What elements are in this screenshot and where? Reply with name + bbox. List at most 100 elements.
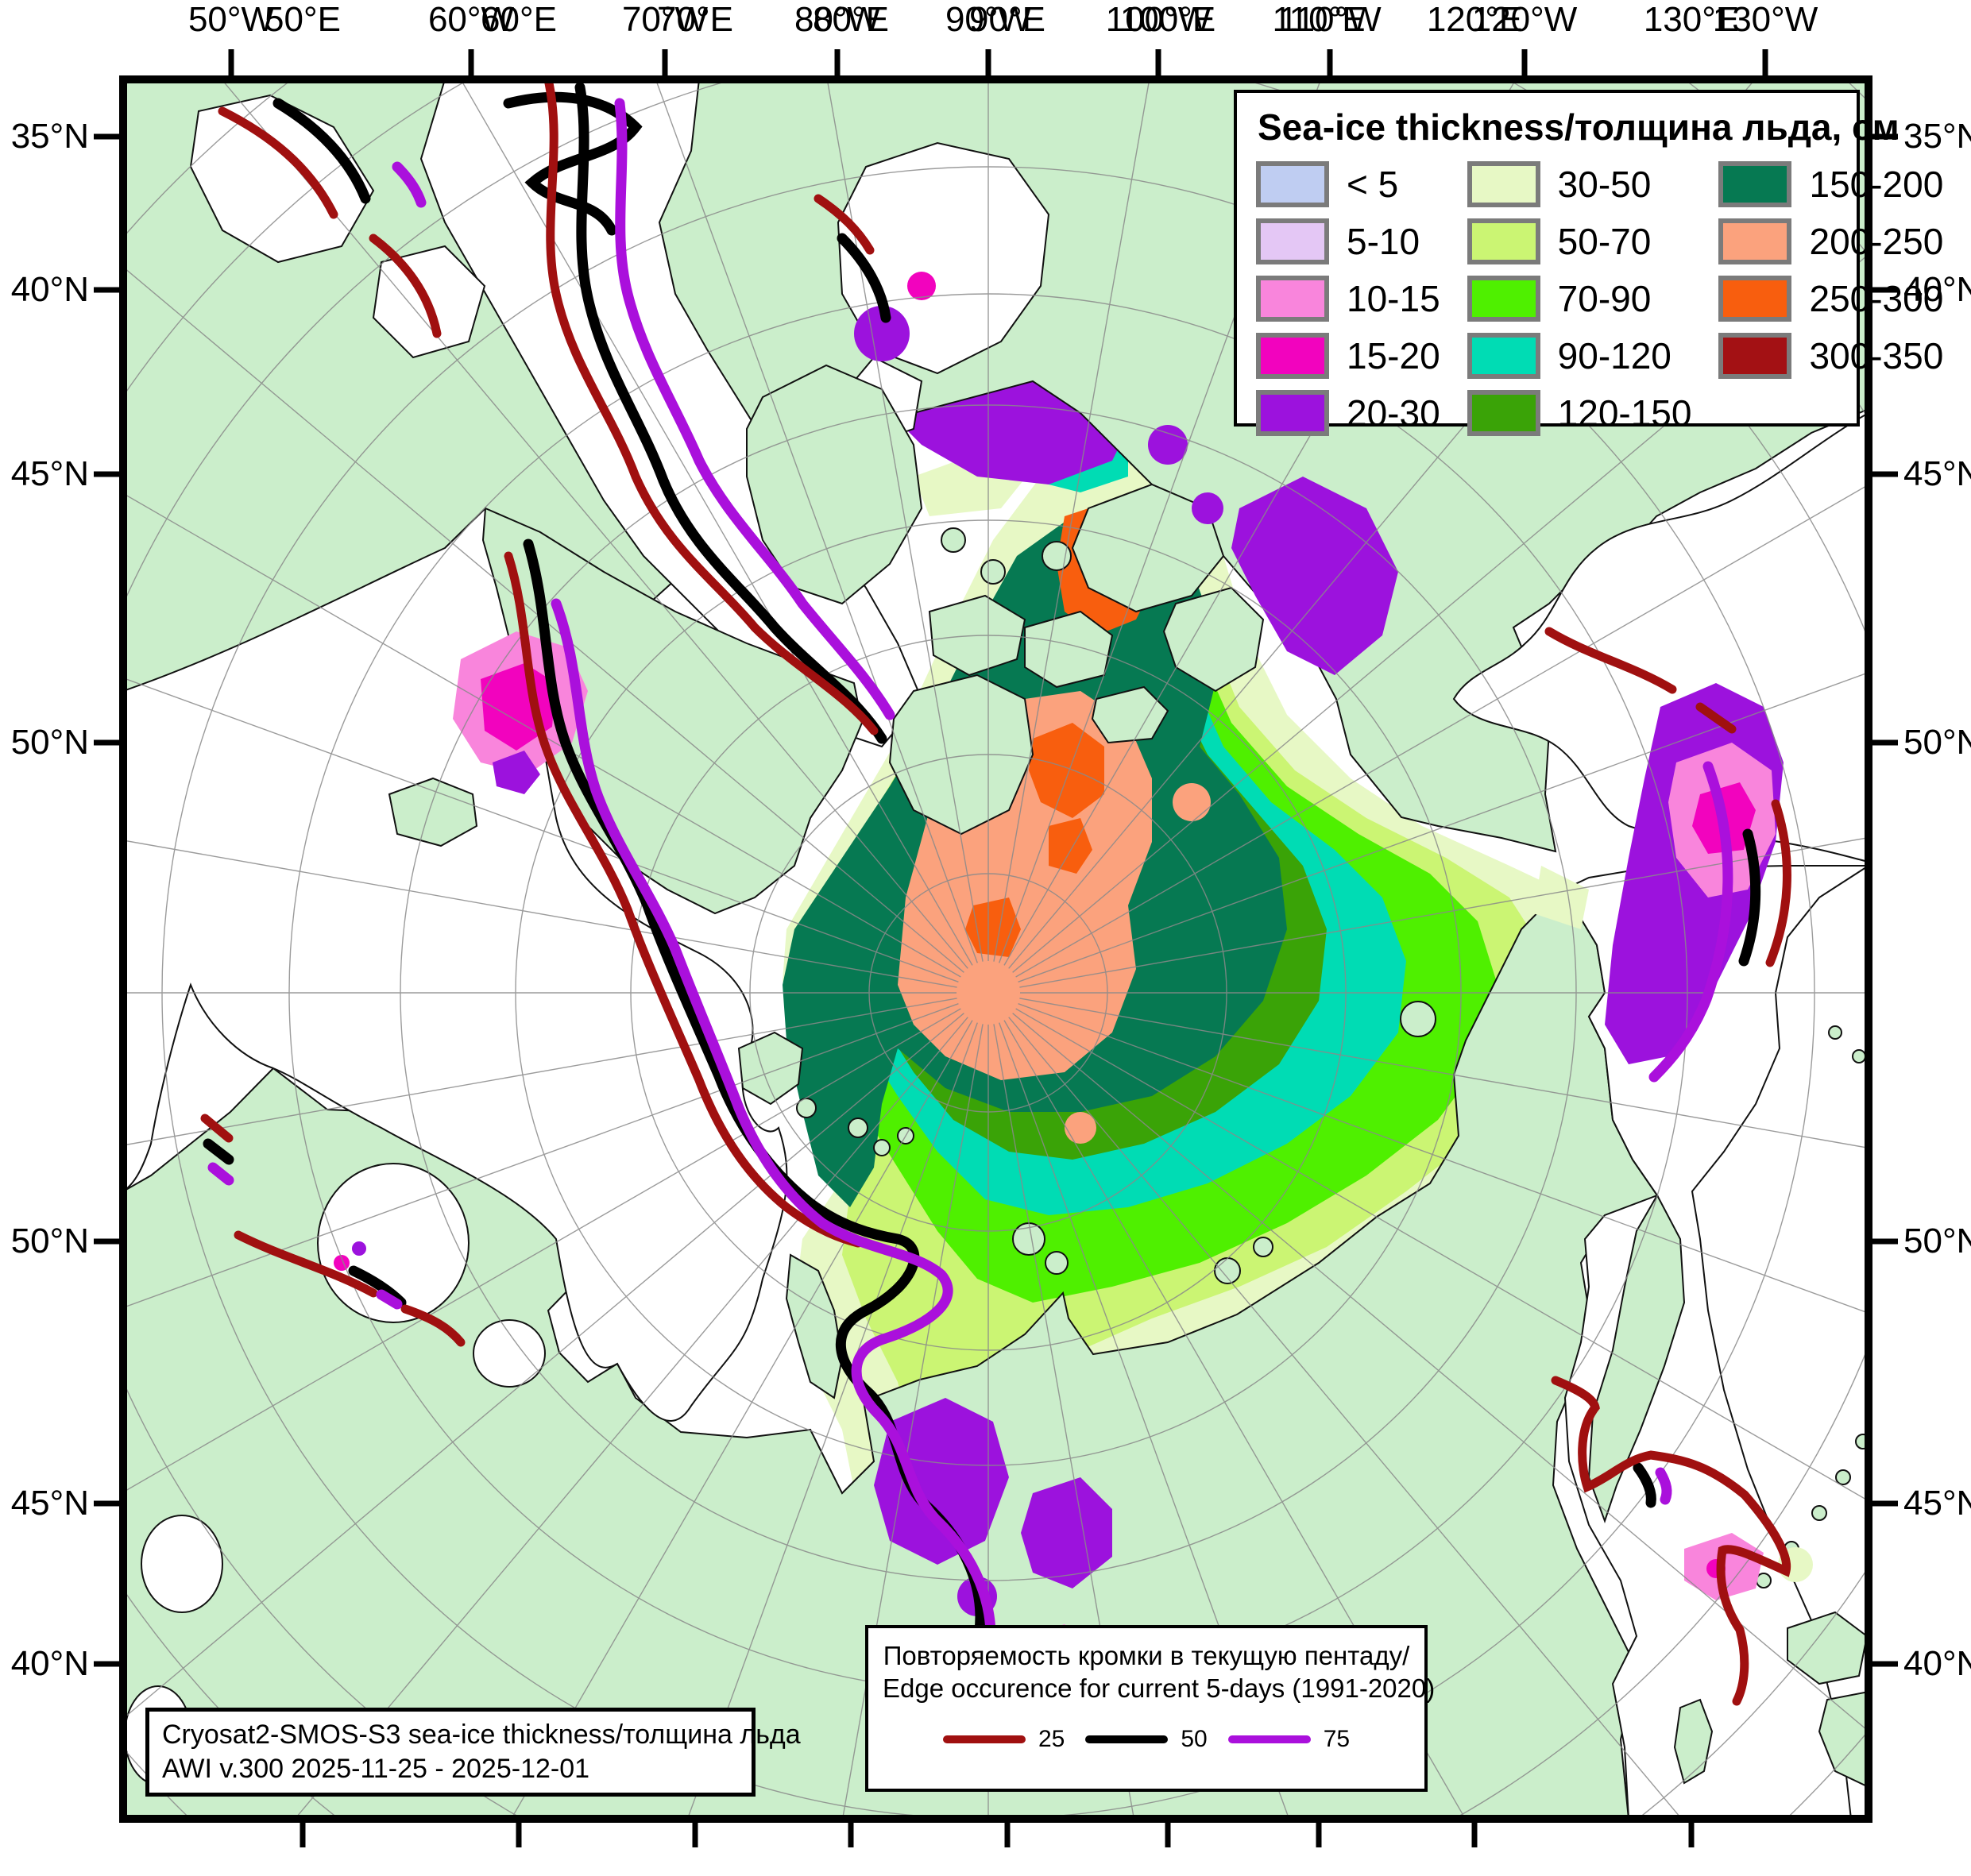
legend-item: 90-120 xyxy=(1467,333,1692,379)
meridian-line xyxy=(123,1013,964,1720)
new-siberian-islands xyxy=(1214,1257,1241,1284)
meridian-line xyxy=(1012,1013,1869,1732)
legend-item-label: 5-10 xyxy=(1347,221,1420,262)
ice-20-30-foxe xyxy=(854,306,910,361)
meridian-line xyxy=(993,79,1150,962)
legend-swatch xyxy=(1256,218,1329,264)
axis-tick-label: 50°W xyxy=(187,0,275,39)
axis-tick-label: 60°E xyxy=(481,0,557,39)
meridian-line xyxy=(123,266,964,973)
axis-tick-label: 40°N xyxy=(10,270,89,309)
meridian-line xyxy=(123,677,959,982)
legend-item: 30-50 xyxy=(1467,161,1692,207)
ice-200-250-patch xyxy=(1173,783,1211,821)
axis-tick-label: 70°W xyxy=(621,0,709,39)
legend-item-label: 20-30 xyxy=(1347,392,1440,434)
legend-item-label: 150-200 xyxy=(1809,164,1944,205)
axis-tick-label: 45°N xyxy=(10,1484,89,1523)
axis-tick-label: 80°W xyxy=(794,0,881,39)
novaya-zemlya xyxy=(785,1253,844,1399)
legend-item: 20-30 xyxy=(1256,390,1440,436)
ice-20-30-channel xyxy=(1192,492,1223,524)
meridian-line xyxy=(841,1024,984,1819)
baffin-island xyxy=(746,364,923,605)
axis-tick-label: 50°E xyxy=(265,0,341,39)
axis-tick-label: 35°N xyxy=(10,117,89,156)
meridian-line xyxy=(1003,1020,1467,1819)
ice-20-30-denmark-strait xyxy=(493,751,540,794)
meridian-line xyxy=(999,79,1322,963)
edge-legend-title-ru: Повторяемость кромки в текущую пентаду/ xyxy=(883,1641,1410,1670)
product-version-dates: AWI v.300 2025-11-25 - 2025-12-01 xyxy=(162,1754,590,1784)
legend-swatch xyxy=(1256,333,1329,379)
ice-200-250-patch xyxy=(1065,1112,1096,1144)
axis-tick-label: 60°W xyxy=(427,0,515,39)
ice-30-50-bering-strait xyxy=(1533,866,1589,929)
legend-item-label: 300-350 xyxy=(1809,335,1944,376)
product-info-box: Cryosat2-SMOS-S3 sea-ice thickness/толщи… xyxy=(145,1708,801,1797)
meridian-line xyxy=(510,1020,973,1819)
edge-sample-value: 75 xyxy=(1323,1725,1351,1752)
axis-tick-label: 35°N xyxy=(1903,117,1971,156)
legend-swatch xyxy=(1718,161,1792,207)
contour-25 xyxy=(200,79,1791,1706)
legend-item: 150-200 xyxy=(1718,161,1943,207)
legend-swatch xyxy=(1467,333,1540,379)
franz-josef-land xyxy=(848,1117,868,1138)
meridian-line xyxy=(123,998,957,1146)
kuril-island xyxy=(1756,1573,1772,1588)
edge-sample: 50 xyxy=(1085,1725,1208,1753)
legend-item-label: 30-50 xyxy=(1557,164,1652,205)
arctic-island xyxy=(980,559,1006,585)
axis-tick-label: 100°E xyxy=(1119,0,1216,39)
axis-tick-label: 90°E xyxy=(969,0,1045,39)
legend-item-label: < 5 xyxy=(1347,164,1399,205)
ice-20-30-kara xyxy=(1021,1477,1112,1588)
ocean-north-atlantic xyxy=(123,507,788,1422)
edge-occurrence-legend: Повторяемость кромки в текущую пентаду/ … xyxy=(865,1625,1435,1792)
arctic-island xyxy=(941,527,966,553)
legend-item-label: 120-150 xyxy=(1557,392,1692,434)
axis-tick-label: 50°N xyxy=(1903,1222,1971,1260)
ice-20-30-kara xyxy=(874,1398,1009,1565)
map-frame xyxy=(119,75,1872,1823)
meridian-line xyxy=(1012,253,1869,973)
kuril-island xyxy=(1811,1505,1827,1521)
axis-tick-label: 110°E xyxy=(1272,0,1366,39)
legend-column: < 5 5-10 10-15 15-20 20-30 xyxy=(1256,161,1440,436)
axis-tick-label: 80°E xyxy=(813,0,889,39)
meridian-line xyxy=(294,1017,968,1819)
ocean-white-sea xyxy=(473,1319,546,1388)
ice-15-20-foxe xyxy=(907,272,936,300)
legend-item: 5-10 xyxy=(1256,218,1440,264)
meridian-line xyxy=(655,79,978,963)
meridian-line xyxy=(123,840,957,988)
axis-tick-label: 120°E xyxy=(1426,0,1523,39)
edge-occurrence-contours xyxy=(200,79,1791,1741)
meridian-line xyxy=(460,79,973,966)
legend-item-label: 15-20 xyxy=(1347,335,1440,376)
edge-legend-samples: 25 50 75 xyxy=(883,1726,1410,1753)
axis-tick-label: 40°N xyxy=(10,1644,89,1683)
axis-tick-label: 90°W xyxy=(945,0,1032,39)
legend-item: 10-15 xyxy=(1256,276,1440,322)
meridian-line xyxy=(1019,998,1869,1149)
legend-swatch xyxy=(1467,161,1540,207)
meridian-line xyxy=(221,79,968,969)
ice-20-30-baltic xyxy=(352,1241,366,1256)
meridian-line xyxy=(1018,671,1869,982)
edge-sample-value: 50 xyxy=(1181,1725,1208,1752)
axis-tick-label: 40°N xyxy=(1903,270,1971,309)
meridian-line xyxy=(1019,836,1869,988)
legend-swatch xyxy=(1467,390,1540,436)
axis-tick-label: 110°W xyxy=(1278,0,1382,39)
legend-swatch xyxy=(1467,276,1540,322)
legend-item: 200-250 xyxy=(1718,218,1943,264)
ice-250-300-patch xyxy=(1029,723,1104,818)
franz-josef-land xyxy=(873,1139,891,1156)
axis-tick-label: 130°W xyxy=(1712,0,1818,39)
legend-title: Sea-ice thickness/толщина льда, см xyxy=(1258,106,1900,148)
legend-columns: < 5 5-10 10-15 15-20 20-30 30-50 50-70 70-90 90-… xyxy=(1256,161,1943,436)
axis-tick-label: 50°N xyxy=(10,723,89,762)
meridian-line xyxy=(1008,1017,1683,1819)
